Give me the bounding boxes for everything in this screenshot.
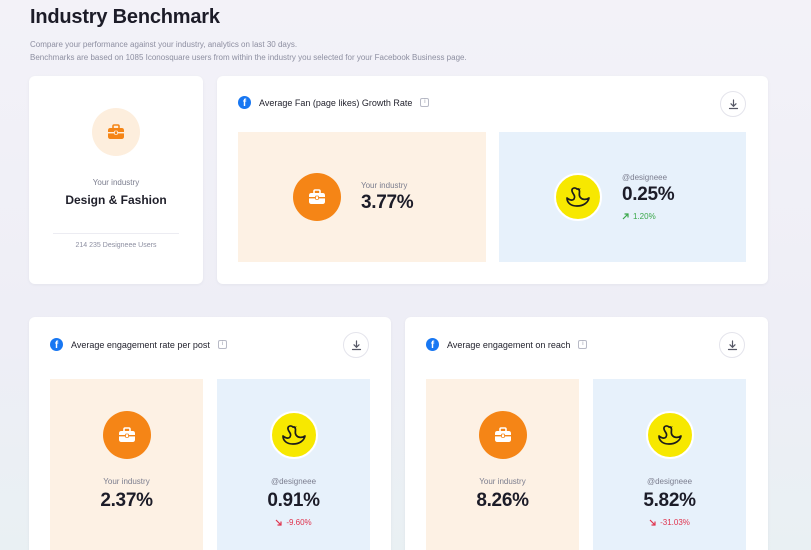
divider xyxy=(53,233,179,234)
industry-label: Your industry xyxy=(92,178,140,187)
account-value: 0.25% xyxy=(622,184,675,205)
account-handle: @designeee xyxy=(270,477,317,486)
delta-badge: -31.03% xyxy=(593,518,746,527)
info-icon[interactable]: i xyxy=(578,340,588,349)
page-subtitle: Compare your performance against your in… xyxy=(30,38,467,64)
delta-value: 1.20% xyxy=(633,212,656,221)
arrow-down-right-icon xyxy=(649,519,656,526)
account-tile: @designeee 5.82% -31.03% xyxy=(593,379,746,550)
industry-value: 3.77% xyxy=(361,191,414,213)
download-icon xyxy=(351,339,361,350)
industry-name: Design & Fashion xyxy=(65,193,167,207)
account-tile: @designeee 0.25% 1.20% xyxy=(499,132,746,262)
delta-value: -31.03% xyxy=(660,518,690,527)
page-header: Industry Benchmark Compare your performa… xyxy=(30,6,467,64)
download-icon xyxy=(728,98,738,109)
info-icon[interactable]: i xyxy=(217,340,227,349)
industry-tile: Your industry 3.77% xyxy=(238,132,486,262)
card-title: Average engagement on reach xyxy=(447,339,571,350)
industry-value: 2.37% xyxy=(100,490,153,511)
briefcase-icon xyxy=(102,411,151,459)
arrow-down-right-icon xyxy=(275,519,282,526)
engagement-reach-card: f Average engagement on reach i Your ind… xyxy=(405,317,768,550)
swan-avatar-icon xyxy=(645,411,694,459)
industry-label: Your industry xyxy=(479,477,526,486)
swan-avatar-icon xyxy=(554,173,602,221)
facebook-icon: f xyxy=(426,338,439,351)
industry-label: Your industry xyxy=(361,180,408,190)
facebook-icon: f xyxy=(238,96,251,109)
card-title: Average Fan (page likes) Growth Rate xyxy=(259,97,413,108)
download-button[interactable] xyxy=(720,91,746,117)
arrow-up-right-icon xyxy=(622,213,629,220)
industry-card: Your industry Design & Fashion 214 235 D… xyxy=(29,76,203,284)
industry-value: 8.26% xyxy=(476,490,529,511)
swan-avatar-icon xyxy=(269,411,318,459)
page-title: Industry Benchmark xyxy=(30,6,220,28)
industry-users-count: 214 235 Designeee Users xyxy=(75,242,157,249)
info-icon[interactable]: i xyxy=(420,98,430,107)
account-value: 0.91% xyxy=(267,490,320,511)
card-header: f Average engagement on reach i xyxy=(426,338,588,351)
engagement-post-card: f Average engagement rate per post i You… xyxy=(29,317,391,550)
facebook-icon: f xyxy=(50,338,63,351)
card-title: Average engagement rate per post xyxy=(71,339,210,350)
delta-badge: -9.60% xyxy=(217,518,370,527)
industry-label: Your industry xyxy=(103,477,150,486)
delta-badge: 1.20% xyxy=(622,212,674,221)
download-button[interactable] xyxy=(719,332,745,358)
card-header: f Average Fan (page likes) Growth Rate i xyxy=(238,96,430,109)
account-tile: @designeee 0.91% -9.60% xyxy=(217,379,370,550)
briefcase-icon xyxy=(478,411,527,459)
subtitle-line-2: Benchmarks are based on 1085 Iconosquare… xyxy=(30,53,467,62)
industry-tile: Your industry 8.26% xyxy=(426,379,579,550)
account-value: 5.82% xyxy=(643,490,696,511)
download-icon xyxy=(727,339,737,350)
card-header: f Average engagement rate per post i xyxy=(50,338,227,351)
industry-tile: Your industry 2.37% xyxy=(50,379,203,550)
fan-growth-card: f Average Fan (page likes) Growth Rate i… xyxy=(217,76,768,284)
subtitle-line-1: Compare your performance against your in… xyxy=(30,40,298,49)
briefcase-icon xyxy=(293,173,341,221)
briefcase-icon xyxy=(92,108,140,156)
delta-value: -9.60% xyxy=(286,518,312,527)
account-handle: @designeee xyxy=(646,477,693,486)
account-handle: @designeee xyxy=(622,173,668,182)
download-button[interactable] xyxy=(343,332,369,358)
